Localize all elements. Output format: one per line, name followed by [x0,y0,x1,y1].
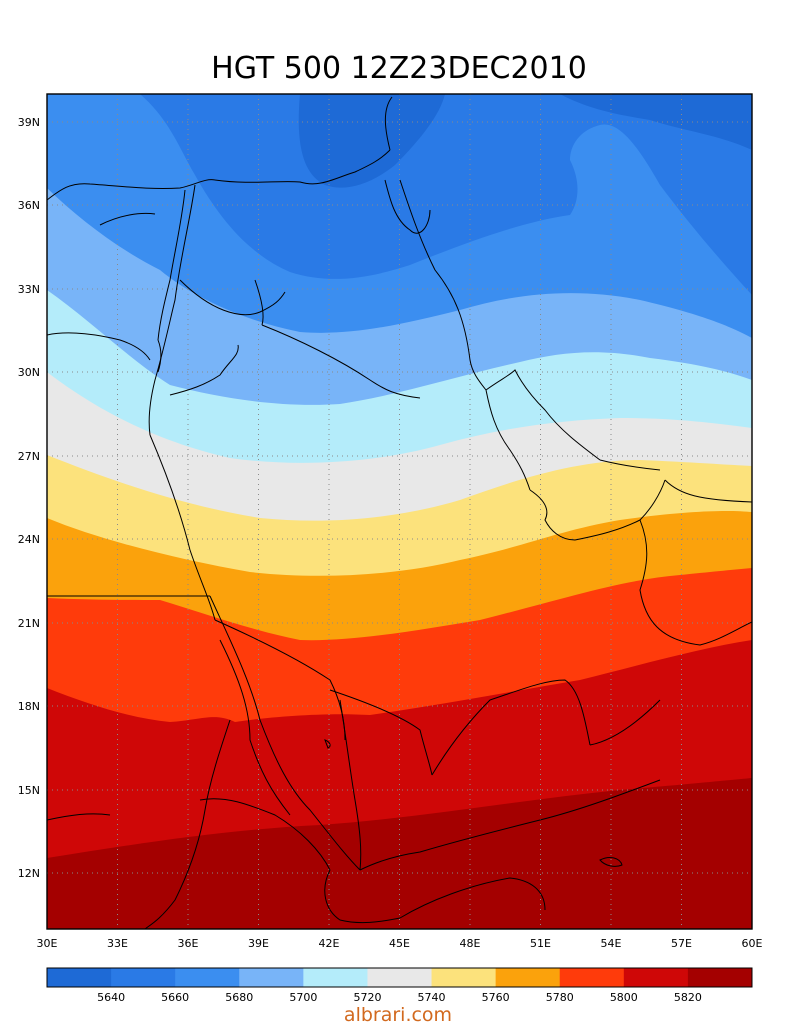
colorbar-label: 5660 [161,991,189,1004]
colorbar-swatch [303,968,368,987]
colorbar-swatch [175,968,240,987]
lon-tick-label: 42E [319,937,340,950]
lon-tick-label: 36E [178,937,199,950]
lon-tick-label: 30E [37,937,58,950]
lat-tick-labels: 39N 36N 33N 30N 27N 24N 21N 18N 15N 12N [18,116,40,880]
lat-tick-label: 24N [18,533,40,546]
country-borders [47,96,752,929]
lat-tick-label: 30N [18,366,40,379]
lon-tick-label: 60E [742,937,763,950]
colorbar-swatch [111,968,176,987]
lon-tick-label: 39E [248,937,269,950]
colorbar-swatch [47,968,112,987]
lon-tick-labels: 30E 33E 36E 39E 42E 45E 48E 51E 54E 57E … [37,937,763,950]
lat-tick-label: 33N [18,283,40,296]
lon-tick-label: 48E [460,937,481,950]
colorbar-swatch [623,968,689,987]
lat-tick-label: 36N [18,199,40,212]
lon-tick-label: 51E [530,937,551,950]
lon-tick-label: 33E [107,937,128,950]
colorbar-label: 5680 [225,991,253,1004]
colorbar-swatch [687,968,753,987]
lon-tick-label: 54E [601,937,622,950]
map-grid [47,94,752,929]
colorbar-label: 5700 [289,991,317,1004]
colorbar-swatch [431,968,497,987]
colorbar-label: 5820 [674,991,702,1004]
colorbar-frame [46,967,753,988]
lat-tick-label: 12N [18,867,40,880]
colorbar-label: 5760 [482,991,510,1004]
contour-band-below-5640 [560,94,752,150]
lat-tick-label: 39N [18,116,40,129]
lat-tick-label: 27N [18,450,40,463]
lat-tick-label: 21N [18,617,40,630]
colorbar-swatch [495,968,561,987]
colorbar-label: 5640 [97,991,125,1004]
colorbar-label: 5800 [610,991,638,1004]
lon-tick-label: 45E [389,937,410,950]
lon-tick-label: 57E [671,937,692,950]
colorbar-label: 5740 [418,991,446,1004]
colorbar-label: 5780 [546,991,574,1004]
colorbar-swatch [559,968,625,987]
lat-tick-label: 18N [18,700,40,713]
contour-band-below-5640 [298,94,445,188]
colorbar-swatch [239,968,304,987]
plot-frame [46,93,753,930]
colorbar: 5640 5660 5680 5700 5720 5740 5760 5780 5800 5820 [46,967,753,1004]
lat-tick-label: 15N [18,784,40,797]
colorbar-label: 5720 [353,991,381,1004]
colorbar-swatch [367,968,433,987]
watermark: albrari.com [344,1004,452,1024]
chart-title: HGT 500 12Z23DEC2010 [211,51,587,86]
